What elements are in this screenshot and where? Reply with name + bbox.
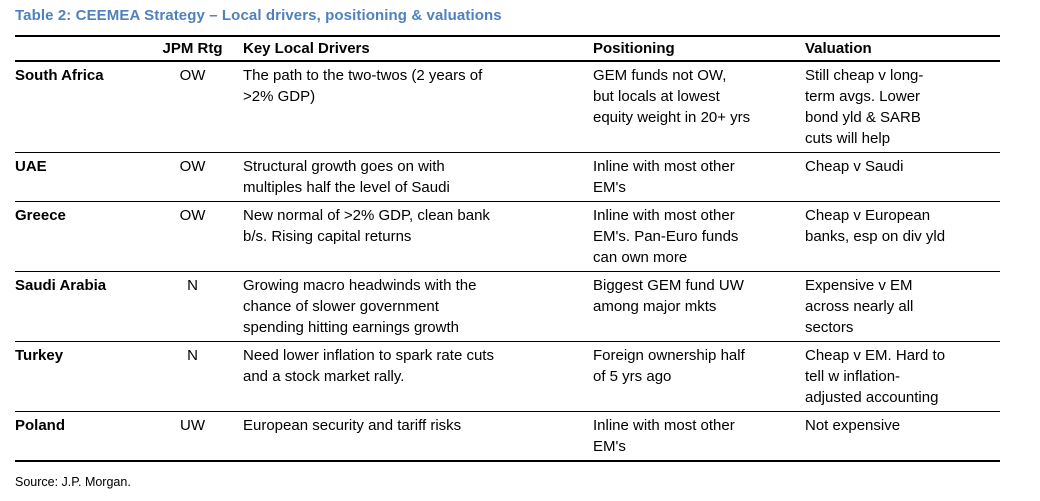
country-label: UAE <box>15 158 47 175</box>
country-label: Saudi Arabia <box>15 277 107 294</box>
drivers-text: New normal of >2% GDP, clean bank b/s. R… <box>243 207 490 245</box>
drivers-text: European security and tariff risks <box>243 417 462 434</box>
table-row-poland: Poland UW European security and tariff r… <box>15 412 1000 462</box>
header-key-local-drivers: Key Local Drivers <box>243 40 370 57</box>
rating-value: OW <box>179 158 206 175</box>
positioning-text: Biggest GEM fund UW among major mkts <box>593 277 744 315</box>
header-country <box>15 36 145 61</box>
country-label: Turkey <box>15 347 64 364</box>
valuation-text: Expensive v EM across nearly all sectors <box>805 277 914 336</box>
country-label: South Africa <box>15 67 104 84</box>
source-note: Source: J.P. Morgan. <box>15 475 131 489</box>
header-row: JPM Rtg Key Local Drivers Positioning Va… <box>15 36 1000 61</box>
rating-value: OW <box>179 207 206 224</box>
report-page: Table 2: CEEMEA Strategy – Local drivers… <box>15 7 1000 489</box>
country-label: Greece <box>15 207 66 224</box>
header-positioning: Positioning <box>593 40 675 57</box>
valuation-text: Cheap v Saudi <box>805 158 904 175</box>
table-body: South Africa OW The path to the two-twos… <box>15 61 1000 461</box>
drivers-text: Need lower inflation to spark rate cuts … <box>243 347 494 385</box>
table-row-uae: UAE OW Structural growth goes on with mu… <box>15 153 1000 202</box>
table-row-saudi-arabia: Saudi Arabia N Growing macro headwinds w… <box>15 272 1000 342</box>
positioning-text: GEM funds not OW, but locals at lowest e… <box>593 67 751 126</box>
rating-value: N <box>187 277 198 294</box>
table-title: Table 2: CEEMEA Strategy – Local drivers… <box>15 7 502 24</box>
ceemea-strategy-table: JPM Rtg Key Local Drivers Positioning Va… <box>15 35 1000 462</box>
header-jpm-rtg: JPM Rtg <box>162 40 223 57</box>
country-label: Poland <box>15 417 66 434</box>
table-header: JPM Rtg Key Local Drivers Positioning Va… <box>15 36 1000 61</box>
valuation-text: Not expensive <box>805 417 901 434</box>
rating-value: UW <box>180 417 205 434</box>
table-row-turkey: Turkey N Need lower inflation to spark r… <box>15 342 1000 412</box>
positioning-text: Inline with most other EM's <box>593 158 735 196</box>
table-row-greece: Greece OW New normal of >2% GDP, clean b… <box>15 202 1000 272</box>
positioning-text: Foreign ownership half of 5 yrs ago <box>593 347 745 385</box>
valuation-text: Cheap v European banks, esp on div yld <box>805 207 946 245</box>
positioning-text: Inline with most other EM's <box>593 417 735 455</box>
drivers-text: The path to the two-twos (2 years of >2%… <box>243 67 483 105</box>
drivers-text: Structural growth goes on with multiples… <box>243 158 450 196</box>
drivers-text: Growing macro headwinds with the chance … <box>243 277 477 336</box>
header-valuation: Valuation <box>805 40 872 57</box>
rating-value: OW <box>179 67 206 84</box>
table-row-south-africa: South Africa OW The path to the two-twos… <box>15 61 1000 153</box>
valuation-text: Still cheap v long- term avgs. Lower bon… <box>805 67 924 147</box>
valuation-text: Cheap v EM. Hard to tell w inflation- ad… <box>805 347 946 406</box>
rating-value: N <box>187 347 198 364</box>
positioning-text: Inline with most other EM's. Pan-Euro fu… <box>593 207 739 266</box>
